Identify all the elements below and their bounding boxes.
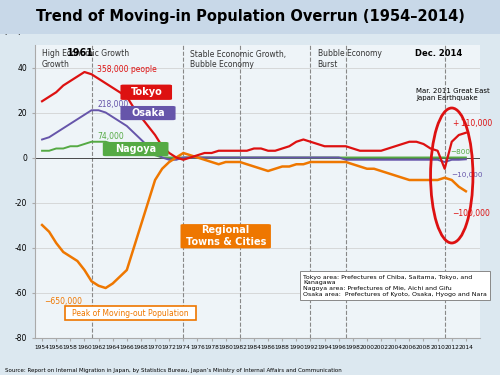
Text: −100,000: −100,000 — [452, 209, 490, 218]
FancyBboxPatch shape — [103, 142, 168, 156]
Text: 10,000
people: 10,000 people — [4, 16, 30, 35]
Text: −10,000: −10,000 — [452, 172, 483, 178]
Text: −650,000: −650,000 — [44, 297, 82, 306]
Text: Tokyo area: Prefectures of Chiba, Saitama, Tokyo, and
Kanagawa
Nagoya area: Pref: Tokyo area: Prefectures of Chiba, Saitam… — [304, 274, 488, 297]
Text: Mar. 2011 Great East
Japan Earthquake: Mar. 2011 Great East Japan Earthquake — [416, 88, 490, 101]
Text: 74,000: 74,000 — [97, 132, 124, 141]
Text: −800: −800 — [450, 149, 470, 155]
Text: 358,000 people: 358,000 people — [97, 65, 157, 74]
Text: Osaka: Osaka — [131, 108, 165, 118]
Text: Regional
Towns & Cities: Regional Towns & Cities — [186, 225, 266, 247]
Text: Source: Report on Internal Migration in Japan, by Statistics Bureau, Japan’s Min: Source: Report on Internal Migration in … — [5, 368, 342, 373]
Text: High Economic Growth
Growth: High Economic Growth Growth — [42, 50, 129, 69]
Text: Tokyo: Tokyo — [130, 87, 162, 97]
Text: Stable Economic Growth,
Bubble Economy: Stable Economic Growth, Bubble Economy — [190, 50, 286, 69]
Text: 1961: 1961 — [68, 48, 94, 58]
Text: 218,000: 218,000 — [97, 100, 128, 109]
FancyBboxPatch shape — [120, 85, 172, 100]
Text: Dec. 2014: Dec. 2014 — [415, 50, 463, 58]
FancyBboxPatch shape — [64, 306, 196, 320]
Text: Trend of Moving-in Population Overrun (1954–2014): Trend of Moving-in Population Overrun (1… — [36, 9, 465, 24]
Text: Peak of Moving-out Population: Peak of Moving-out Population — [72, 309, 188, 318]
Text: Bubble Economy
Burst: Bubble Economy Burst — [318, 50, 382, 69]
FancyBboxPatch shape — [120, 106, 176, 120]
Text: + 110,000: + 110,000 — [453, 119, 492, 128]
FancyBboxPatch shape — [180, 224, 271, 248]
Text: Nagoya: Nagoya — [114, 144, 156, 154]
